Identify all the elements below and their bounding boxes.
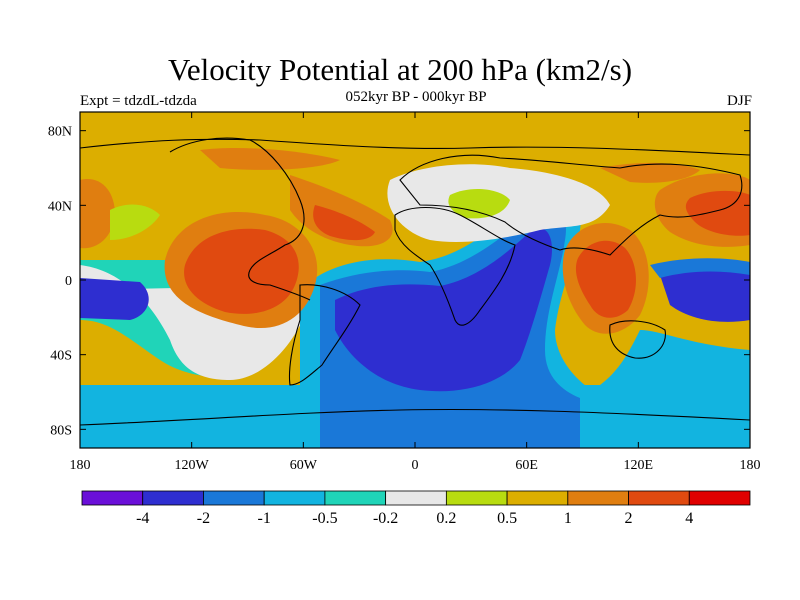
lon-tick-label: 120E: [624, 458, 654, 473]
coastline-eurasia: [399, 154, 743, 256]
coastline-africa: [394, 207, 516, 326]
longitude-axis: 180 120W 60W 0 60E 120E 180: [70, 112, 761, 473]
colorbar-swatch: [324, 490, 387, 506]
lon-tick-label: 0: [412, 458, 419, 473]
contour-field: [80, 112, 750, 448]
colorbar-swatch: [688, 490, 751, 506]
colorbar-swatch: [142, 490, 204, 506]
colorbar-label: -1: [258, 510, 271, 527]
contour-red-pacific: [685, 190, 750, 236]
coastline-arctic: [80, 138, 750, 156]
colorbar-swatch: [81, 490, 144, 506]
coastline-antarctica: [80, 408, 750, 426]
colorbar-swatch: [628, 490, 690, 506]
colorbar-label: 2: [625, 510, 633, 527]
colorbar-label: 0.2: [436, 510, 456, 527]
lat-tick-label: 80N: [48, 125, 72, 140]
lat-tick-label: 80S: [50, 423, 72, 438]
contour-lightblue-east: [600, 330, 750, 385]
contour-green-pacific-n: [110, 204, 160, 240]
contour-orange-canada: [200, 148, 340, 170]
colorbar-label: 0.5: [497, 510, 517, 527]
contour-midblue-east-edge: [650, 258, 750, 278]
contour-darkblue-east-edge: [660, 268, 750, 322]
lon-tick-label: 180: [70, 458, 91, 473]
contour-orange-west-edge: [80, 179, 115, 249]
lon-tick-label: 120W: [175, 458, 210, 473]
lon-tick-label: 60W: [290, 458, 318, 473]
lat-tick-label: 40S: [50, 349, 72, 364]
latitude-axis: 80N 40N 0 40S 80S: [48, 125, 750, 438]
coastlines: [80, 137, 750, 426]
lon-tick-label: 180: [740, 458, 761, 473]
page-title: Velocity Potential at 200 hPa (km2/s): [167, 52, 633, 87]
contour-red-atlantic: [313, 205, 375, 241]
contour-red-americas: [184, 228, 299, 314]
contour-green-europe: [448, 188, 510, 219]
contour-red-indonesia: [575, 240, 636, 318]
colorbar-label: -0.5: [312, 510, 337, 527]
colorbar-label: -4: [136, 510, 149, 527]
lon-tick-label: 60E: [515, 458, 538, 473]
lat-tick-label: 40N: [48, 199, 72, 214]
season-label: DJF: [726, 93, 752, 109]
contour-darkblue-central: [335, 228, 552, 392]
lat-tick-label: 0: [65, 274, 72, 289]
colorbar-swatch: [263, 490, 326, 506]
colorbar-swatch: [203, 490, 265, 506]
colorbar-swatch: [445, 490, 508, 506]
subtitle: 052kyr BP - 000kyr BP: [345, 89, 487, 105]
colorbar-swatch: [385, 490, 447, 506]
contour-orange-siberia: [600, 162, 700, 183]
colorbar-label: -2: [197, 510, 210, 527]
colorbar-label: -0.2: [373, 510, 398, 527]
coastline-australia: [609, 320, 666, 359]
colorbar-swatch: [506, 490, 569, 506]
colorbar: -4 -2 -1 -0.5 -0.2 0.2 0.5 1 2 4: [81, 490, 751, 527]
contour-darkblue-west-edge: [80, 278, 149, 320]
colorbar-label: 1: [564, 510, 572, 527]
colorbar-swatch: [567, 490, 629, 506]
coastline-south-america: [288, 284, 361, 386]
experiment-label: Expt = tdzdL-tdzda: [80, 93, 197, 109]
colorbar-label: 4: [685, 510, 693, 527]
